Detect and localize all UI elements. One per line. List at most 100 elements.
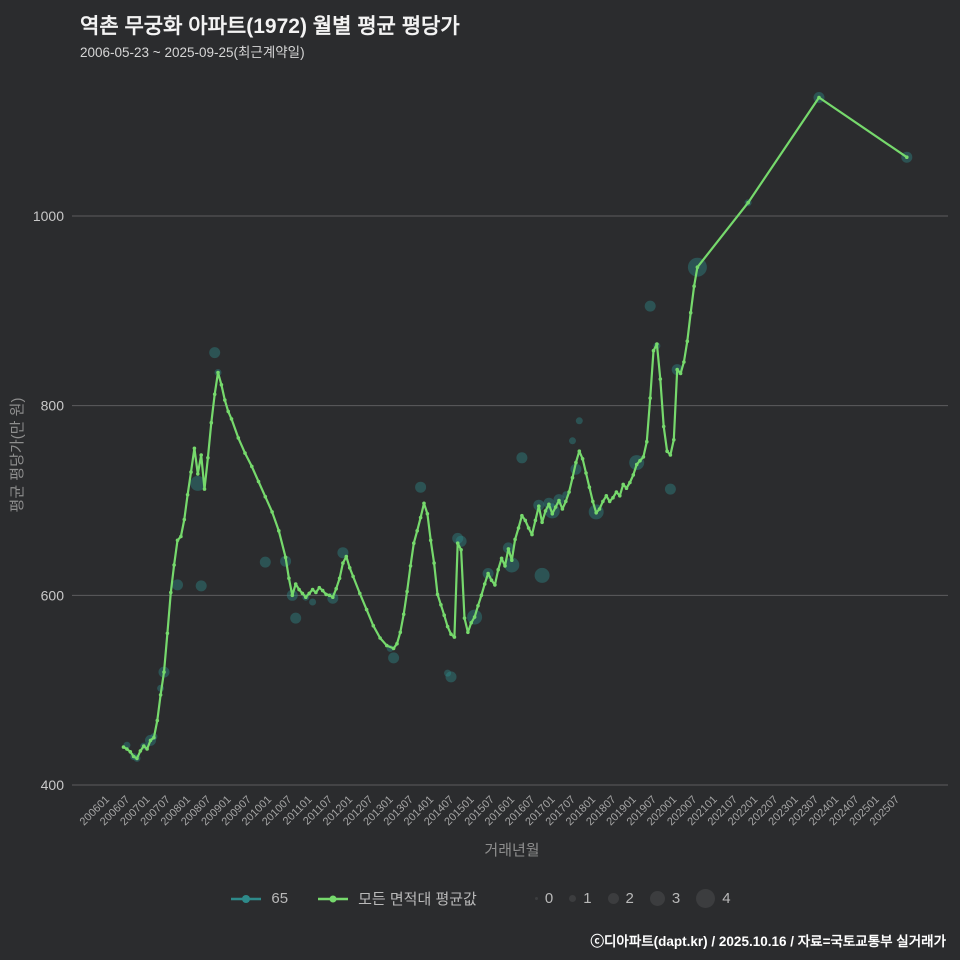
copyright-footer: ⓒ디아파트(dapt.kr) / 2025.10.16 / 자료=국토교통부 실… [590, 934, 946, 949]
line-point [142, 744, 146, 748]
line-point [672, 438, 676, 442]
size-legend-label: 0 [544, 890, 554, 907]
y-axis-title: 평균 평당가(만 원) [9, 398, 26, 513]
size-circle-icon [649, 891, 665, 906]
line-point [300, 591, 305, 596]
line-point [270, 510, 274, 514]
line-point [277, 529, 281, 533]
bubble-point [504, 557, 520, 573]
line-point [570, 475, 575, 480]
line-point [138, 749, 143, 753]
line-point [371, 623, 376, 628]
line-point [577, 449, 582, 454]
bubble-point [190, 475, 206, 491]
line-point [564, 499, 568, 504]
bubble-series-65 [123, 92, 913, 762]
bubble-point [575, 417, 583, 425]
line-point [682, 360, 686, 364]
line-point [439, 603, 443, 607]
line-point [229, 417, 234, 421]
line-point [165, 631, 170, 636]
line-point [347, 566, 352, 570]
bubble-point [569, 437, 576, 445]
line-point [611, 495, 615, 500]
line-point [580, 457, 585, 461]
line-point [688, 310, 693, 315]
line-point [530, 532, 534, 537]
line-point [425, 512, 430, 516]
size-legend-item: 4 [696, 889, 731, 908]
line-point [601, 499, 605, 504]
line-point [192, 446, 197, 451]
bubble-point [172, 579, 183, 591]
line-point [618, 494, 622, 498]
line-point [445, 624, 450, 629]
line-point [226, 409, 230, 414]
line-point [287, 576, 291, 581]
line-point [523, 518, 528, 523]
bubble-point [388, 652, 400, 664]
line-point [486, 571, 490, 576]
line-point [658, 377, 663, 381]
line-point [334, 586, 339, 591]
line-point [641, 455, 646, 459]
line-point [290, 593, 295, 598]
size-circle-icon [607, 893, 619, 904]
line-point [212, 392, 217, 397]
bubble-point [445, 671, 457, 683]
line-point [553, 505, 558, 509]
size-legend-item: 2 [607, 890, 634, 907]
line-point [665, 449, 669, 454]
line-point [307, 591, 312, 596]
size-circle-icon [696, 889, 716, 908]
line-point [385, 643, 389, 648]
line-point [412, 541, 416, 545]
size-legend-label: 2 [625, 890, 634, 907]
size-circle-icon [534, 897, 538, 900]
line-point [499, 556, 504, 561]
line-point [668, 453, 673, 457]
line-point [219, 383, 224, 387]
legend-series-65[interactable]: 65 [229, 890, 288, 907]
gridlines [72, 215, 948, 786]
line-point [678, 371, 683, 376]
line-point [206, 456, 210, 460]
line-point [293, 582, 298, 586]
line-point [469, 621, 474, 625]
line-point [128, 750, 133, 754]
bubble-point [644, 300, 656, 312]
line-point [449, 632, 453, 636]
line-point [145, 747, 149, 751]
line-point [391, 646, 396, 651]
line-point [479, 593, 484, 598]
line-point [243, 451, 247, 455]
line-point [472, 615, 477, 619]
page-title: 역촌 무궁화 아파트(1972) 월별 평균 평당가 [80, 15, 460, 38]
size-legend-item: 3 [649, 890, 680, 907]
line-point [428, 538, 433, 543]
line-point [746, 200, 750, 205]
page-subtitle: 2006-05-23 ~ 2025-09-25(최근계약일) [80, 45, 305, 60]
line-point [223, 398, 227, 402]
x-axis-tick-labels: 2006012006072007012007072008012008072009… [78, 794, 902, 828]
line-point [506, 547, 511, 551]
average-price-line [121, 95, 909, 761]
legend-series-average[interactable]: 모든 면적대 평균값 [316, 888, 477, 909]
line-point [489, 578, 494, 582]
line-point [317, 585, 322, 590]
line-point [182, 517, 187, 522]
line-point [560, 507, 565, 511]
line-point [685, 339, 690, 344]
bubble-point [516, 452, 528, 464]
legend-series-average-label: 모든 면적대 평균값 [358, 891, 477, 908]
line-point [533, 518, 538, 523]
size-legend-label: 4 [722, 890, 731, 907]
bubble-point [195, 580, 207, 592]
bubble-point [259, 556, 271, 568]
line-point [435, 592, 440, 597]
line-point [304, 595, 308, 599]
line-point [557, 498, 561, 503]
bubble-point [664, 483, 676, 495]
y-tick-label: 400 [41, 777, 65, 793]
